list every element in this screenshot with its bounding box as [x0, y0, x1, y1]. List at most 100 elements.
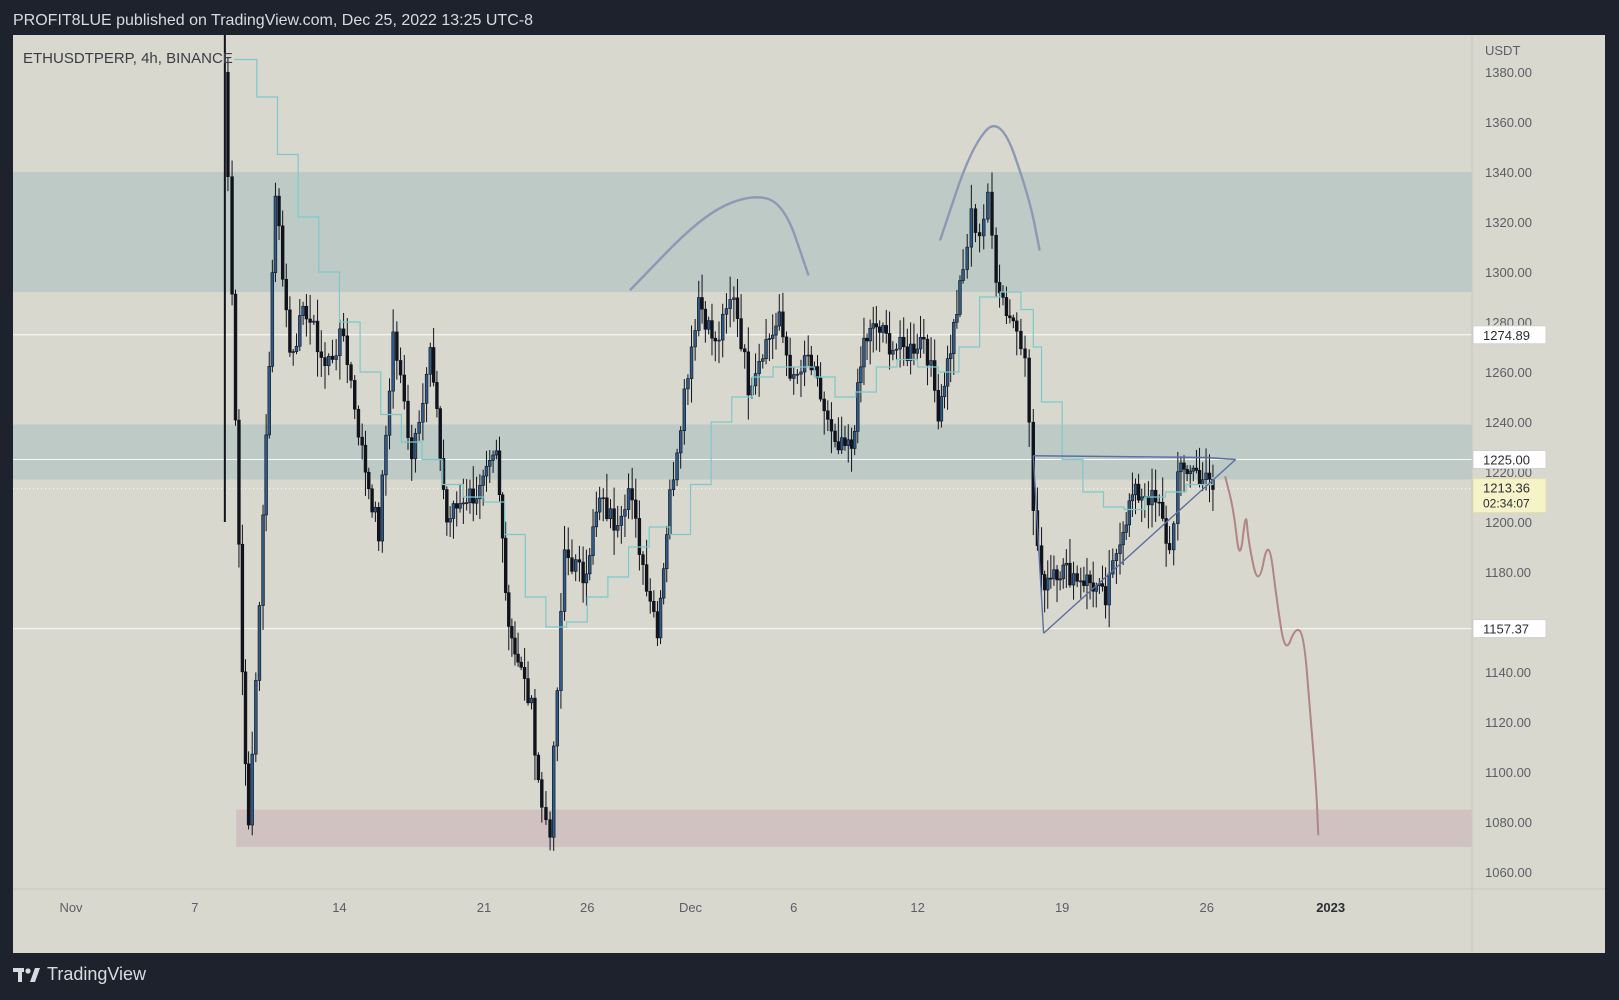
candle-body: [887, 333, 892, 355]
candle-body: [395, 331, 399, 361]
x-tick-label: 14: [332, 900, 346, 915]
candle-body: [406, 400, 410, 438]
price-label-box: [1472, 325, 1547, 345]
candle-body: [353, 380, 357, 410]
zone-red-2: [236, 809, 1473, 847]
candle-body: [312, 320, 316, 323]
candle-body: [608, 508, 613, 520]
candle-body: [942, 385, 947, 397]
candle-body: [661, 568, 666, 599]
candle-body: [761, 358, 765, 362]
candle-body: [815, 366, 820, 379]
footer-brand-text: TradingView: [47, 964, 147, 984]
candle-body: [548, 819, 552, 838]
candle-body: [421, 403, 425, 423]
candle-body: [700, 297, 704, 310]
candles-layer: [223, 35, 1215, 851]
candle-body: [977, 232, 982, 237]
candle-body: [623, 509, 627, 517]
candle-body: [391, 331, 395, 392]
candle-body: [1088, 574, 1092, 584]
candle-body: [478, 485, 482, 500]
candle-body: [584, 573, 589, 584]
candle-body: [973, 208, 978, 233]
candle-body: [1049, 577, 1053, 580]
candle-body: [315, 320, 320, 353]
candle-body: [370, 488, 374, 513]
y-axis: USDT 1380.00 1360.00 1340.00 1320.00 1300.00 1…: [1485, 43, 1532, 880]
candle-body: [1133, 483, 1138, 496]
price-label-box: [1472, 450, 1547, 469]
candle-body: [1179, 462, 1183, 473]
zone-green-1: [13, 424, 1472, 480]
y-axis-unit: USDT: [1485, 43, 1520, 58]
candle-body: [417, 421, 421, 434]
candle-body: [461, 502, 466, 505]
triangle-bottom-line: [1043, 458, 1237, 634]
candle-body: [1188, 470, 1192, 474]
candle-body: [601, 497, 605, 500]
candle-body: [257, 605, 262, 681]
candle-body: [291, 351, 295, 353]
y-tick-label: 1360.00: [1485, 115, 1532, 130]
candle-body: [929, 360, 933, 366]
candle-body: [965, 246, 969, 270]
x-tick-label: 26: [1200, 900, 1214, 915]
chart-frame[interactable]: USDT 1380.00 1360.00 1340.00 1320.00 1300.00 1…: [13, 35, 1605, 953]
y-tick-label: 1060.00: [1485, 865, 1532, 880]
candle-body: [881, 325, 885, 333]
candle-body: [226, 71, 230, 178]
x-tick-label: 2023: [1316, 900, 1345, 915]
candle-body: [846, 439, 850, 446]
head-arc: [939, 125, 1041, 251]
candle-body: [994, 234, 998, 283]
candle-body: [753, 373, 758, 387]
candle-body: [822, 398, 826, 412]
y-tick-label: 1080.00: [1485, 815, 1532, 830]
candle-body: [294, 345, 299, 352]
candle-body: [562, 549, 567, 612]
candle-body: [448, 518, 452, 523]
candle-body: [616, 525, 620, 531]
candle-body: [363, 444, 368, 473]
price-label-text: 1274.89: [1483, 328, 1530, 343]
candle-body: [588, 555, 592, 575]
candle-body: [652, 600, 656, 612]
x-tick-label: Nov: [59, 900, 83, 915]
candle-body: [1204, 472, 1208, 481]
candle-body: [284, 279, 288, 311]
candle-body: [891, 349, 895, 355]
candle-body: [237, 419, 241, 545]
candle-body: [1071, 573, 1076, 586]
candle-body: [884, 325, 888, 334]
candle-body: [380, 474, 384, 542]
candle-body: [915, 348, 919, 354]
y-tick-label: 1120.00: [1485, 715, 1531, 730]
candle-body: [898, 336, 902, 350]
candle-body: [435, 382, 439, 409]
price-label-text: 1157.37: [1483, 622, 1529, 637]
candle-body: [484, 465, 489, 477]
y-tick-label: 1100.00: [1485, 765, 1531, 780]
tradingview-logo-icon: [13, 967, 41, 983]
candle-body: [724, 308, 729, 315]
candle-body: [902, 336, 906, 348]
candle-body: [952, 321, 956, 354]
candle-body: [1027, 357, 1031, 423]
candle-body: [1001, 292, 1005, 298]
candle-body: [735, 297, 740, 319]
candle-body: [671, 479, 676, 491]
candle-body: [1167, 543, 1172, 551]
moving-average-line: [234, 58, 1214, 628]
candle-body: [1107, 573, 1111, 606]
candle-body: [424, 373, 429, 404]
chart-svg[interactable]: USDT 1380.00 1360.00 1340.00 1320.00 1300.00 1…: [13, 35, 1605, 953]
candle-body: [732, 297, 736, 300]
candle-body: [958, 280, 962, 315]
candle-body: [254, 680, 258, 755]
candle-body: [868, 327, 872, 342]
candle-body: [1146, 496, 1151, 506]
candle-body: [1061, 564, 1065, 580]
candle-body: [402, 374, 406, 402]
candle-body: [655, 611, 660, 639]
